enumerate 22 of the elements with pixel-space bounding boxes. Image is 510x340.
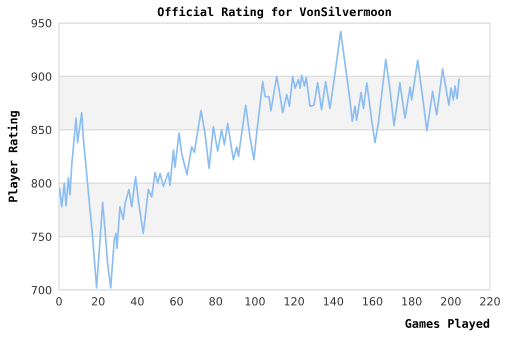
x-tick-label: 20 xyxy=(92,297,105,306)
y-tick-label: 800 xyxy=(32,179,52,188)
x-tick-label: 0 xyxy=(56,297,62,306)
x-tick-label: 160 xyxy=(363,297,382,306)
line-series xyxy=(59,30,460,289)
y-axis-title: Player Rating xyxy=(8,111,20,202)
chart-title: Official Rating for VonSilvermoon xyxy=(158,6,391,18)
x-tick-label: 140 xyxy=(324,297,344,306)
y-tick-label: 900 xyxy=(32,72,52,81)
x-tick-label: 200 xyxy=(441,297,461,306)
x-tick-label: 60 xyxy=(170,297,183,306)
y-tick-label: 700 xyxy=(32,286,52,294)
x-tick-label: 220 xyxy=(480,297,500,306)
x-tick-label: 40 xyxy=(130,297,144,306)
x-tick-label: 100 xyxy=(246,297,265,306)
x-axis-title: Games Played xyxy=(405,318,490,330)
y-tick-label: 750 xyxy=(32,232,52,241)
x-tick-label: 120 xyxy=(284,297,304,306)
x-tick-label: 80 xyxy=(209,297,222,306)
y-tick-label: 850 xyxy=(32,126,52,134)
y-tick-label: 950 xyxy=(32,18,52,28)
x-tick-label: 180 xyxy=(402,297,422,306)
